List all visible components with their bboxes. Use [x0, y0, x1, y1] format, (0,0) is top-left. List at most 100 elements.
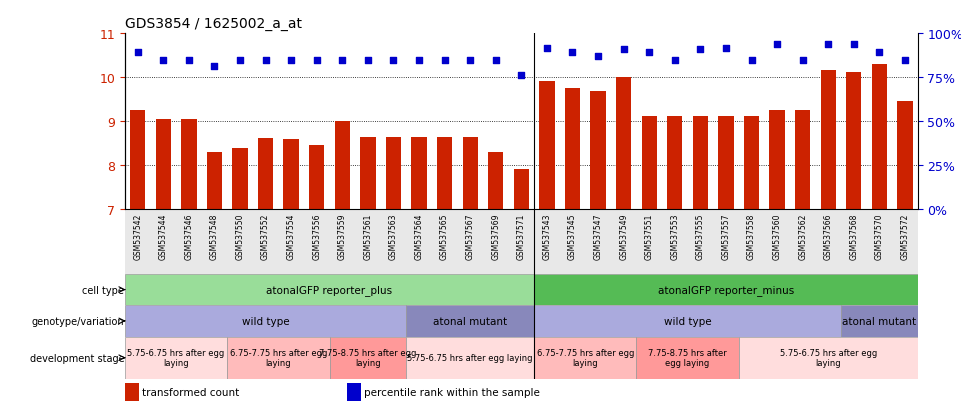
Text: GSM537554: GSM537554 — [286, 213, 296, 259]
Point — [182, 57, 197, 64]
Text: genotype/variation: genotype/variation — [32, 316, 124, 326]
Bar — [347, 383, 361, 401]
Text: GSM537544: GSM537544 — [159, 213, 168, 259]
Bar — [258, 138, 273, 210]
Text: 6.75-7.75 hrs after egg
laying: 6.75-7.75 hrs after egg laying — [230, 348, 327, 368]
Bar — [565, 89, 580, 210]
Text: 7.75-8.75 hrs after egg
laying: 7.75-8.75 hrs after egg laying — [319, 348, 416, 368]
Text: GSM537562: GSM537562 — [799, 213, 807, 259]
Point — [616, 47, 631, 54]
Text: GSM537556: GSM537556 — [312, 213, 321, 259]
Text: GSM537565: GSM537565 — [440, 213, 449, 259]
Bar — [334, 122, 350, 210]
Bar — [636, 337, 739, 379]
Point — [744, 57, 759, 64]
Bar — [125, 306, 407, 337]
Text: atonalGFP reporter_plus: atonalGFP reporter_plus — [266, 285, 393, 295]
Text: GDS3854 / 1625002_a_at: GDS3854 / 1625002_a_at — [125, 17, 302, 31]
Text: development stage: development stage — [30, 353, 124, 363]
Text: GSM537566: GSM537566 — [824, 213, 833, 259]
Point — [309, 57, 325, 64]
Text: transformed count: transformed count — [142, 387, 239, 397]
Point — [642, 50, 657, 57]
Bar — [795, 111, 810, 210]
Point — [462, 57, 478, 64]
Bar — [437, 138, 453, 210]
Point — [539, 45, 554, 52]
Bar — [898, 102, 913, 210]
Point — [770, 41, 785, 48]
Text: GSM537545: GSM537545 — [568, 213, 577, 259]
Point — [821, 41, 836, 48]
Bar — [739, 337, 918, 379]
Bar — [534, 274, 918, 306]
Text: GSM537560: GSM537560 — [773, 213, 781, 259]
Text: GSM537571: GSM537571 — [517, 213, 526, 259]
Bar — [233, 149, 248, 210]
Bar — [534, 337, 636, 379]
Bar — [156, 119, 171, 210]
Point — [846, 41, 861, 48]
Text: GSM537564: GSM537564 — [414, 213, 424, 259]
Bar — [693, 116, 708, 210]
Bar — [360, 138, 376, 210]
Bar — [130, 111, 145, 210]
Point — [258, 57, 273, 64]
Bar — [488, 152, 504, 210]
Text: wild type: wild type — [664, 316, 711, 326]
Bar — [590, 92, 605, 210]
Bar — [182, 119, 197, 210]
Point — [385, 57, 401, 64]
Bar — [642, 116, 657, 210]
Text: cell type: cell type — [83, 285, 124, 295]
Point — [488, 57, 504, 64]
Point — [565, 50, 580, 57]
Text: GSM537550: GSM537550 — [235, 213, 244, 259]
Text: GSM537546: GSM537546 — [185, 213, 193, 259]
Text: GSM537543: GSM537543 — [542, 213, 552, 259]
Bar — [125, 274, 534, 306]
Point — [283, 57, 299, 64]
Bar — [207, 152, 222, 210]
Bar — [534, 306, 841, 337]
Text: 5.75-6.75 hrs after egg
laying: 5.75-6.75 hrs after egg laying — [128, 348, 225, 368]
Text: 5.75-6.75 hrs after egg laying: 5.75-6.75 hrs after egg laying — [407, 354, 533, 362]
Point — [795, 57, 810, 64]
Text: GSM537555: GSM537555 — [696, 213, 704, 259]
Text: GSM537567: GSM537567 — [466, 213, 475, 259]
Bar — [283, 139, 299, 210]
Bar — [846, 73, 861, 210]
Point — [898, 57, 913, 64]
Bar — [872, 64, 887, 210]
Bar — [514, 169, 529, 210]
Text: 7.75-8.75 hrs after
egg laying: 7.75-8.75 hrs after egg laying — [649, 348, 727, 368]
Bar — [385, 138, 401, 210]
Bar — [125, 383, 139, 401]
Bar — [411, 138, 427, 210]
Point — [233, 57, 248, 64]
Point — [667, 57, 682, 64]
Text: GSM537551: GSM537551 — [645, 213, 653, 259]
Text: GSM537547: GSM537547 — [594, 213, 603, 259]
Point — [718, 45, 733, 52]
Point — [334, 57, 350, 64]
Bar — [309, 146, 325, 210]
Bar — [770, 111, 785, 210]
Text: GSM537558: GSM537558 — [747, 213, 756, 259]
Bar — [462, 138, 478, 210]
Bar — [407, 337, 534, 379]
Text: GSM537569: GSM537569 — [491, 213, 501, 259]
Text: GSM537549: GSM537549 — [619, 213, 628, 259]
Text: 6.75-7.75 hrs after egg
laying: 6.75-7.75 hrs after egg laying — [536, 348, 634, 368]
Text: GSM537568: GSM537568 — [850, 213, 858, 259]
Bar — [330, 337, 407, 379]
Bar — [539, 82, 554, 210]
Point — [590, 53, 605, 60]
Text: 5.75-6.75 hrs after egg
laying: 5.75-6.75 hrs after egg laying — [779, 348, 876, 368]
Bar — [744, 116, 759, 210]
Text: GSM537553: GSM537553 — [670, 213, 679, 259]
Bar — [667, 116, 682, 210]
Text: GSM537563: GSM537563 — [389, 213, 398, 259]
Bar — [821, 71, 836, 210]
Bar — [227, 337, 330, 379]
